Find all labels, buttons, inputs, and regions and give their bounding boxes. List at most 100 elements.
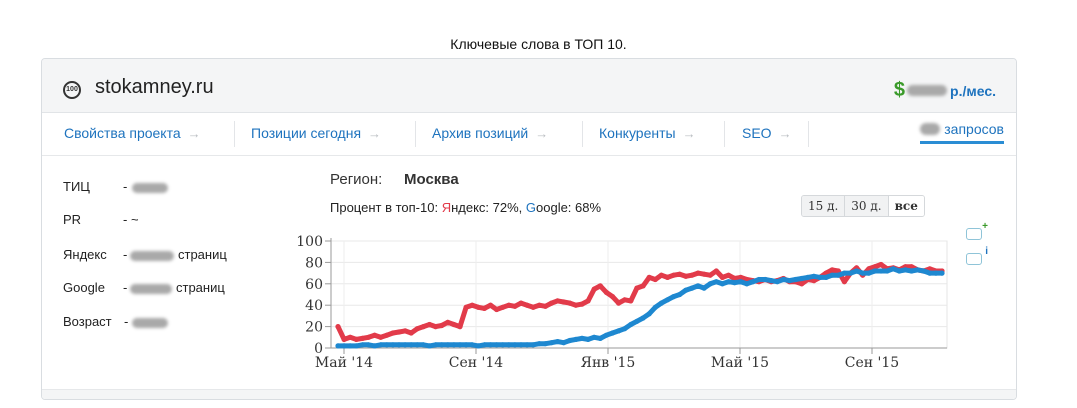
queries-count-link[interactable]: запросов [920,121,1004,144]
data-point [921,268,927,274]
nav-divider [724,121,725,147]
data-point [719,274,725,280]
data-point [402,328,408,334]
data-point [524,342,530,348]
data-point [555,298,561,304]
data-point [878,261,884,268]
data-point [616,300,622,306]
site-name[interactable]: stokamney.ru [95,76,214,98]
region-label: Регион: [330,171,383,188]
data-point [902,267,909,273]
y-tick-label: 40 [305,298,323,314]
data-point [530,304,536,310]
nav-label: SEO [742,125,772,141]
data-point [652,276,658,283]
data-point [732,275,738,282]
data-point [341,343,347,349]
price-value-blurred [907,85,948,96]
data-point [817,274,823,280]
data-point [402,342,408,348]
data-point [829,272,835,278]
nav-project-properties[interactable]: Свойства проекта → [64,125,201,141]
queries-label: запросов [944,121,1004,137]
stat-yandex-dash: - [123,247,128,262]
data-point [652,304,658,310]
x-tick-label: Янв '15 [581,355,636,371]
arrow-right-icon: → [682,126,696,141]
data-point [390,342,396,348]
data-point [933,270,939,276]
data-point [597,335,603,341]
data-point [835,272,841,278]
data-point [433,324,439,330]
nav-label: Архив позиций [432,125,529,141]
nav-label: Свойства проекта [64,125,181,141]
data-point [750,279,756,285]
add-comment-icon[interactable]: + [966,221,988,240]
series-line-google [335,266,945,349]
data-point [695,283,701,289]
project-nav: Свойства проекта → Позиции сегодня → Архив… [42,113,1016,156]
data-point [780,276,786,283]
data-point [640,315,646,321]
data-point [738,279,744,285]
data-point [799,281,805,287]
plot-area [330,240,948,349]
data-point [707,272,713,278]
data-point [439,322,445,329]
nav-label: Конкуренты [599,125,676,141]
top10-percent: Процент в топ-10: Яндекс: 72%, Google: 6… [330,200,601,215]
data-point [872,268,878,274]
range-30d-button[interactable]: 30 д. [845,196,889,216]
data-point [548,340,555,346]
stat-google-label: Google [63,280,105,295]
data-point [542,341,548,347]
info-comment-icon[interactable]: i [966,246,988,265]
range-all-button[interactable]: все [888,196,924,216]
data-point [439,342,445,348]
arrow-right-icon: → [187,126,201,141]
stat-tic-blurred [132,183,168,193]
data-point [585,298,591,304]
data-point [414,342,420,348]
data-point [713,279,719,285]
project-header: 100 stokamney.ru $ р./мес. [42,59,1016,113]
data-point [433,342,439,348]
data-point [664,274,671,280]
nav-positions-archive[interactable]: Архив позиций → [432,125,548,141]
data-point [658,300,664,306]
google-percent: oogle: 68% [536,200,602,215]
nav-positions-today[interactable]: Позиции сегодня → [251,125,381,141]
data-point [408,330,414,336]
data-point [555,339,561,345]
data-point [634,318,640,324]
data-point [347,334,353,340]
data-point [823,274,829,280]
data-point [481,342,487,348]
data-point [695,270,701,276]
top10-chart[interactable]: 0 20 40 60 80 100 Май '14 Сен '14 Янв '15 Май '15… [282,226,958,384]
data-point [359,335,365,341]
data-point [445,342,451,348]
nav-seo[interactable]: SEO → [742,125,792,141]
data-point [725,272,732,278]
data-point [487,342,494,348]
data-point [390,330,396,336]
data-point [908,264,915,270]
range-15d-button[interactable]: 15 д. [802,196,846,216]
x-tick-label: Сен '14 [449,355,504,371]
data-point [506,302,512,308]
nav-divider [234,121,235,147]
price-display[interactable]: $ р./мес. [894,79,996,102]
data-point [915,267,921,273]
y-tick-label: 80 [305,255,323,271]
data-point [829,267,835,273]
data-point [384,342,390,348]
data-point [811,273,817,279]
data-point [585,336,591,342]
data-point [872,264,878,270]
data-point [372,332,378,338]
data-point [451,342,457,348]
data-point [811,278,817,284]
nav-competitors[interactable]: Конкуренты → [599,125,696,141]
